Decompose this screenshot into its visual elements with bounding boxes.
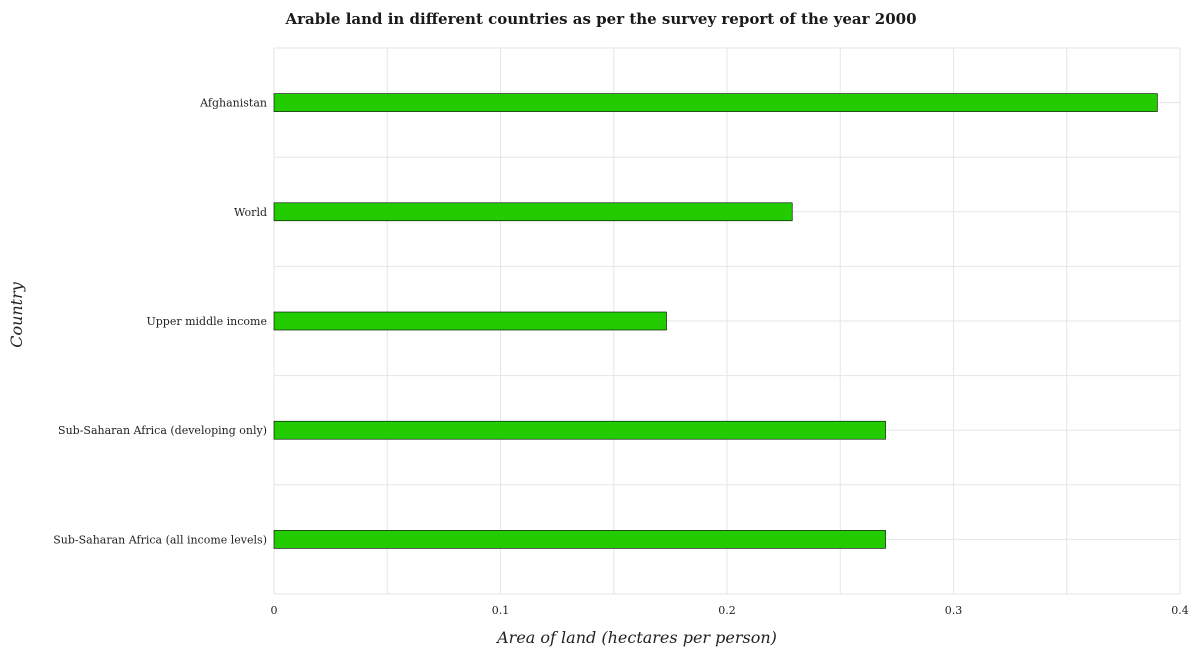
x-tick-label: 0.4 xyxy=(1171,604,1189,617)
x-tick-labels: 0 0.1 0.2 0.3 0.4 xyxy=(271,604,1189,617)
y-tick-label: Upper middle income xyxy=(146,315,267,328)
y-tick-label: World xyxy=(234,206,267,219)
x-tick-label: 0.1 xyxy=(492,604,510,617)
x-tick-label: 0.2 xyxy=(718,604,736,617)
bar-sub-saharan-africa-developing-only xyxy=(273,420,886,440)
bars xyxy=(273,93,1158,549)
bar-sub-saharan-africa-all-income-levels xyxy=(273,530,886,549)
y-axis-label: Country xyxy=(7,281,26,348)
x-axis-label: Area of land (hectares per person) xyxy=(495,628,777,647)
bar-upper-middle-income xyxy=(273,311,667,331)
y-tick-label: Afghanistan xyxy=(199,97,267,110)
x-tick-label: 0.3 xyxy=(945,604,963,617)
x-tick-label: 0 xyxy=(271,604,278,617)
chart-title: Arable land in different countries as pe… xyxy=(284,10,916,28)
y-tick-labels: Sub-Saharan Africa (all income levels) Su… xyxy=(53,97,267,547)
bar-world xyxy=(273,202,793,222)
y-tick-label: Sub-Saharan Africa (developing only) xyxy=(58,424,267,437)
bar-afghanistan xyxy=(273,93,1158,112)
y-tick-label: Sub-Saharan Africa (all income levels) xyxy=(53,533,267,546)
